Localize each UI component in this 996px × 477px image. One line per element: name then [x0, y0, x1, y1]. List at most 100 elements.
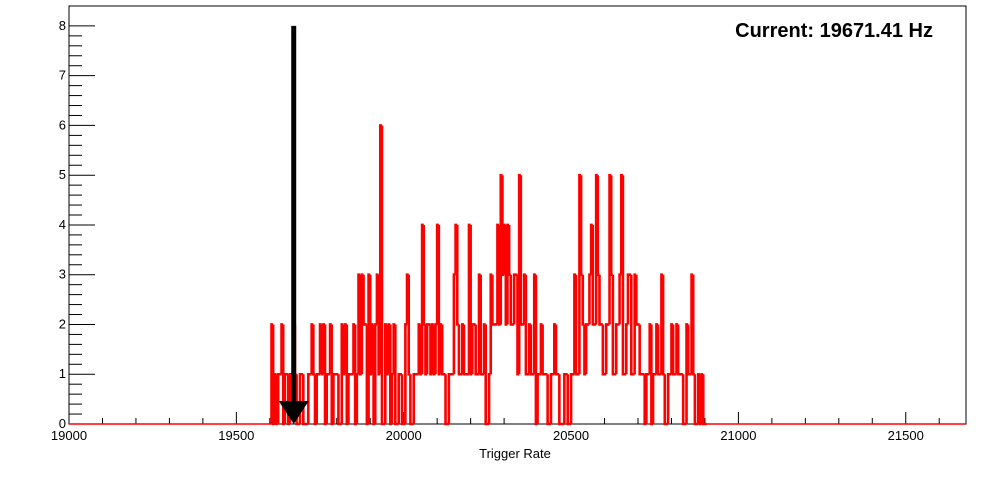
histogram-bin [648, 323, 652, 375]
histogram-bin [318, 323, 322, 375]
histogram-bin [370, 323, 374, 375]
histogram-bin [452, 273, 456, 375]
histogram-bin [425, 323, 431, 375]
histogram-bin [596, 175, 600, 277]
x-tick-label: 19500 [218, 428, 254, 443]
y-tick-label: 2 [59, 316, 66, 331]
histogram-bin [310, 323, 314, 375]
histogram-bin [588, 273, 592, 325]
histogram-bin [619, 173, 623, 275]
histogram-bin [512, 273, 518, 325]
histogram-bin [307, 372, 312, 424]
x-tick-label: 20500 [553, 428, 589, 443]
histogram-bin [455, 224, 459, 326]
histogram-bin [517, 173, 521, 375]
histogram-bin [407, 274, 411, 376]
x-tick-label: 20000 [386, 428, 422, 443]
histogram-bin [491, 274, 498, 326]
histogram-bin [675, 323, 679, 375]
histogram-bin [417, 323, 421, 375]
histogram-bin [352, 323, 356, 375]
histogram-bin [362, 274, 367, 326]
histogram-bin [701, 374, 705, 426]
histogram-bin [412, 372, 419, 424]
histogram-bin [594, 173, 598, 325]
y-tick-label: 0 [59, 416, 66, 431]
histogram-bin [614, 323, 620, 375]
histogram-bin [439, 323, 443, 375]
histogram-bin [558, 374, 565, 426]
histogram-bin [676, 324, 684, 376]
histogram-bin [670, 323, 674, 375]
histogram-bin [532, 273, 536, 375]
histogram-bin [584, 323, 590, 375]
histogram-bin [553, 323, 556, 375]
histogram-bin [322, 323, 326, 375]
histogram-bin [633, 273, 637, 375]
histogram-bin [471, 323, 476, 375]
histogram-bin [273, 372, 277, 424]
histogram-bin [489, 273, 493, 375]
histogram-bars [270, 124, 707, 426]
y-tick-label: 8 [59, 18, 66, 33]
histogram-bin [569, 372, 575, 424]
histogram-bin [301, 374, 309, 426]
histogram-bin [536, 372, 541, 424]
histogram-bin [496, 223, 500, 325]
histogram-bin [390, 372, 394, 424]
histogram-bin [447, 372, 454, 424]
histogram-bin [373, 323, 377, 424]
y-tick-label: 7 [59, 68, 66, 83]
histogram-bin [434, 323, 438, 375]
histogram-bin [604, 323, 610, 375]
y-tick-label: 4 [59, 217, 66, 232]
histogram-bin [280, 323, 284, 375]
histogram-bin [608, 173, 612, 325]
histogram-bin [609, 175, 613, 277]
histogram-bin [387, 323, 391, 375]
current-rate-annotation: Current: 19671.41 Hz [735, 20, 933, 42]
histogram-bin [581, 274, 585, 326]
y-tick-label: 6 [59, 117, 66, 132]
histogram-bin [405, 273, 409, 325]
histogram-bin [563, 372, 568, 424]
histogram-bin [655, 323, 659, 375]
histogram-bin [499, 173, 503, 325]
histogram-bin [347, 372, 354, 424]
histogram-bin [539, 323, 543, 375]
x-axis-label: Trigger Rate [479, 446, 551, 461]
histogram-bin [367, 273, 371, 424]
histogram-bin [467, 223, 471, 375]
histogram-bin [454, 223, 458, 275]
histogram-bin [661, 274, 665, 376]
histogram-bin [618, 273, 622, 325]
histogram-bin [651, 372, 657, 424]
histogram-bin [660, 273, 664, 375]
histogram-bin [430, 323, 434, 375]
histogram-bin [357, 273, 361, 375]
histogram-bin [502, 223, 506, 275]
histogram-bin [507, 224, 511, 277]
histogram-bin [482, 323, 486, 375]
histogram-bin [666, 372, 672, 424]
histogram-bin [696, 372, 700, 424]
y-tick-label: 1 [59, 366, 66, 381]
histogram-bin [422, 224, 426, 326]
histogram-bin [325, 372, 331, 424]
histogram-bin [420, 223, 424, 375]
histogram-bin [522, 273, 526, 325]
histogram-bin [691, 274, 695, 376]
histogram-bin [397, 372, 403, 424]
x-tick-label: 19000 [51, 428, 87, 443]
histogram-bin [360, 273, 364, 375]
histogram-bin [477, 273, 481, 375]
histogram-bin [541, 324, 548, 376]
x-axis: 19000 19500 20000 20500 21000 21500 [51, 412, 940, 443]
histogram-bin [700, 372, 704, 424]
histogram-bin [487, 372, 491, 424]
y-tick-label: 3 [59, 267, 66, 282]
histogram-bin [589, 223, 593, 275]
histogram-bin [435, 223, 439, 325]
